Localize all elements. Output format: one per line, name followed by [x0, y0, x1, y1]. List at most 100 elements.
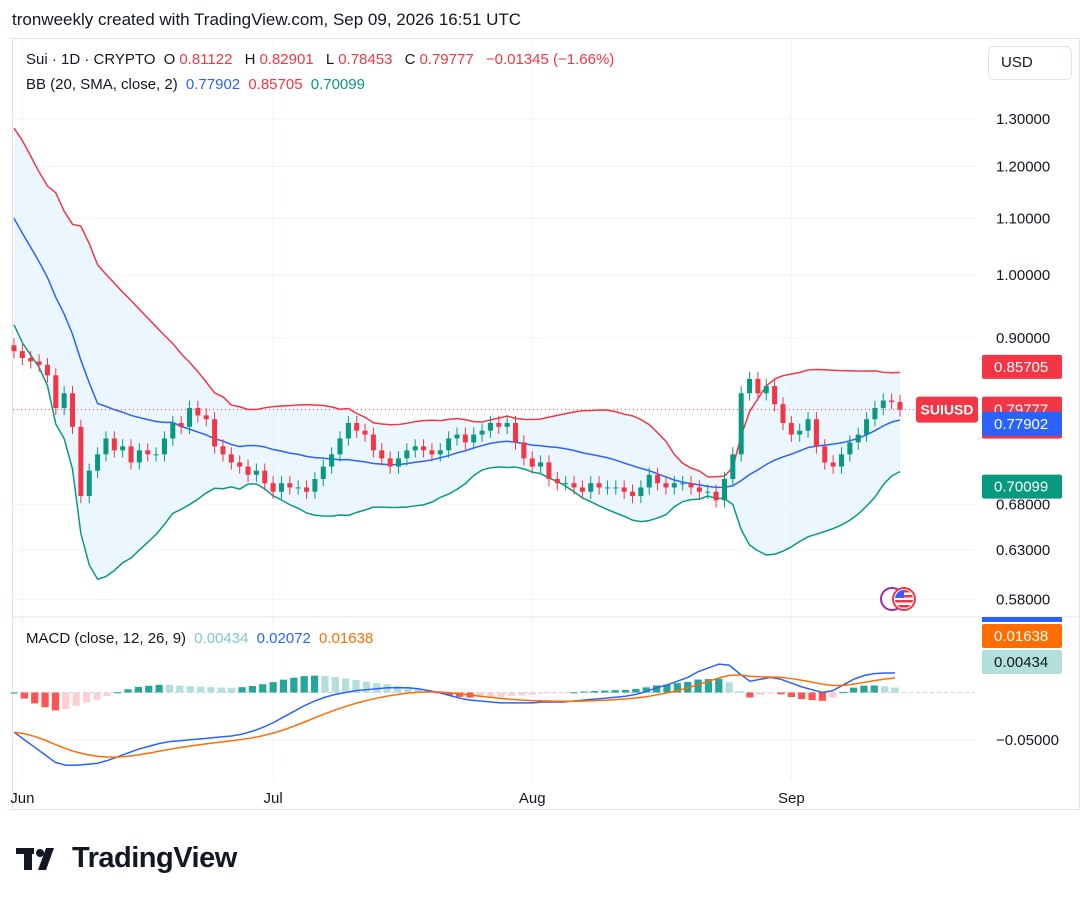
candle — [721, 471, 727, 508]
macd-hist-bar — [860, 685, 868, 693]
time-tick-label: Sep — [778, 790, 805, 807]
macd-line-tag-edge — [982, 617, 1062, 622]
candle — [220, 439, 226, 462]
candle — [36, 354, 42, 373]
candle-body — [329, 454, 335, 467]
candle-body — [780, 404, 786, 424]
macd-line — [13, 663, 895, 767]
price-tag: 0.70099 — [994, 479, 1048, 496]
candle-body — [103, 438, 109, 455]
price-tag: 0.85705 — [994, 359, 1048, 376]
macd-tick-label: −0.05000 — [996, 732, 1059, 749]
candle — [604, 480, 610, 495]
candle-body — [579, 487, 585, 492]
candle — [596, 476, 602, 495]
candle-body — [496, 423, 502, 427]
candle — [554, 471, 560, 491]
low-value: 0.78453 — [338, 51, 393, 68]
candle-body — [613, 487, 619, 489]
macd-signal-line — [13, 674, 896, 758]
candle-body — [170, 423, 176, 439]
candle — [161, 431, 167, 462]
candle-body — [145, 450, 151, 455]
candle — [688, 476, 694, 495]
candle — [53, 368, 59, 416]
candle-body — [813, 419, 819, 447]
candle-body — [521, 442, 527, 459]
us-flag-icon[interactable] — [880, 586, 928, 614]
macd-hist-bar — [839, 692, 847, 694]
candle-body — [454, 434, 460, 439]
price-tick-label: 0.68000 — [996, 497, 1050, 514]
macd-hist-bar — [787, 692, 795, 698]
candle-body — [671, 483, 677, 488]
candle — [228, 447, 234, 470]
currency-button[interactable]: USD — [988, 46, 1072, 80]
candle — [412, 439, 418, 458]
candle-body — [897, 402, 903, 410]
candle — [78, 419, 84, 504]
macd-hist-bar — [238, 687, 246, 693]
low-label: L 0.78453 — [325, 51, 393, 68]
candle-body — [220, 446, 226, 455]
candle — [11, 338, 17, 359]
macd-hist-bar — [290, 677, 298, 693]
macd-hist-bar — [580, 691, 588, 693]
change-value: −0.01345 (−1.66%) — [485, 51, 615, 68]
candle — [546, 455, 552, 487]
chart-caption: tronweekly created with TradingView.com,… — [12, 10, 522, 29]
candle-body — [136, 450, 142, 463]
macd-tag: 0.00434 — [994, 654, 1048, 671]
macd-hist-bar — [176, 685, 184, 693]
candle — [270, 476, 276, 499]
candle — [880, 393, 886, 416]
candle-body — [128, 446, 134, 463]
candle-body — [546, 462, 552, 479]
candle — [212, 412, 218, 454]
bb-lower-value: 0.70099 — [310, 76, 365, 93]
candle-body — [362, 430, 368, 435]
macd-hist-bar — [818, 692, 827, 701]
candle-body — [161, 438, 167, 455]
candle-body — [822, 446, 828, 463]
macd-hist-bar — [798, 692, 806, 700]
macd-hist-bar — [114, 692, 122, 694]
candle — [496, 415, 502, 435]
bb-label: BB (20, SMA, close, 2) — [26, 76, 178, 93]
bb-legend[interactable]: BB (20, SMA, close, 2) 0.77902 0.85705 0… — [26, 76, 369, 93]
candle-body — [630, 491, 636, 497]
candle — [304, 480, 310, 499]
candle-body — [337, 438, 343, 455]
macd-hist-bar — [155, 684, 163, 693]
macd-hist-bar — [746, 692, 754, 698]
candle — [855, 427, 861, 450]
tradingview-brand: TradingView — [72, 842, 237, 874]
bollinger-bands — [13, 127, 901, 581]
candle-body — [95, 454, 101, 471]
macd-hist-bar — [652, 685, 661, 693]
macd-legend[interactable]: MACD (close, 12, 26, 9) 0.00434 0.02072 … — [26, 630, 377, 647]
candle — [136, 443, 142, 470]
symbol-legend[interactable]: Sui · 1D · CRYPTO O 0.81122 H 0.82901 L 0.7… — [26, 51, 618, 68]
candle — [128, 439, 134, 470]
candle — [379, 443, 385, 466]
macd-hist-value: 0.00434 — [194, 630, 249, 647]
macd-tag-bg — [982, 624, 1062, 648]
candle-body — [880, 400, 886, 408]
candle — [529, 451, 535, 474]
candle-body — [864, 419, 870, 435]
tradingview-logo[interactable]: TradingView — [16, 842, 237, 875]
macd-hist-bar — [497, 692, 505, 697]
candle — [387, 451, 393, 474]
candle — [521, 435, 527, 466]
candle — [713, 484, 719, 508]
candle-body — [304, 487, 310, 492]
candle-body — [195, 407, 201, 416]
macd-hist-bar — [217, 687, 225, 693]
open-value: 0.81122 — [179, 51, 233, 68]
candle — [70, 386, 76, 435]
macd-hist-bar — [10, 692, 18, 694]
macd-hist-bar — [414, 689, 422, 693]
candle — [395, 451, 401, 474]
